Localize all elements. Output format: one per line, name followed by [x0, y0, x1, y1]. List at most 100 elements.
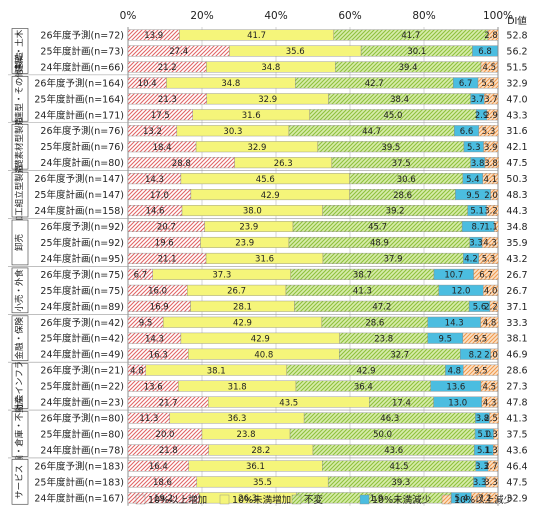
- data-label: 3.2: [484, 207, 498, 217]
- group-label-box: [11, 76, 29, 122]
- data-label: 5.3: [467, 143, 481, 153]
- group-label: 社会インフラ: [14, 361, 25, 412]
- data-label: 3.7: [471, 95, 485, 105]
- row-label: 24年度計画(n=158): [34, 205, 124, 217]
- data-label: 42.9: [261, 191, 280, 201]
- data-label: 39.5: [381, 143, 400, 153]
- data-label: 23.9: [239, 223, 258, 233]
- data-label: 14.3: [145, 175, 164, 185]
- data-label: 31.6: [242, 111, 261, 121]
- data-label: 50.0: [373, 430, 392, 440]
- data-label: 14.3: [445, 318, 464, 328]
- legend-swatch: [219, 494, 230, 505]
- di-value: 34.8: [506, 222, 527, 233]
- row-label: 25年度計画(n=76): [40, 141, 124, 153]
- data-label: 3.3: [473, 478, 487, 488]
- group-label: 建築・土木: [14, 29, 25, 72]
- bar-segment: [486, 205, 499, 217]
- di-value: 37.5: [506, 429, 527, 440]
- bar-segment: [472, 45, 498, 57]
- di-value: 37.1: [506, 302, 527, 313]
- row-label: 24年度計画(n=89): [40, 301, 124, 313]
- data-label: 2.9: [475, 111, 489, 121]
- data-label: 3.8: [484, 159, 498, 169]
- data-label: 46.3: [380, 414, 399, 424]
- bar-segment: [485, 476, 499, 488]
- data-label: 21.7: [159, 398, 178, 408]
- row-label: 25年度計画(n=42): [40, 333, 124, 345]
- data-label: 4.3: [483, 398, 497, 408]
- data-label: 38.7: [353, 271, 372, 281]
- di-value: 50.3: [506, 174, 527, 185]
- bar-segment: [481, 396, 498, 408]
- group-label-box: [11, 123, 29, 170]
- data-label: 42.9: [233, 318, 252, 328]
- di-value: 52.8: [506, 30, 527, 41]
- di-value: 38.1: [506, 334, 527, 345]
- data-label: 26.7: [227, 287, 246, 297]
- data-label: 34.8: [261, 63, 280, 73]
- data-label: 39.4: [399, 63, 418, 73]
- data-label: 42.9: [251, 334, 270, 344]
- row-label: 26年度予測(n=92): [40, 221, 124, 233]
- data-label: 14.6: [146, 207, 165, 217]
- data-label: 7.2: [478, 494, 492, 504]
- di-value: 26.7: [506, 286, 527, 297]
- group-label: 生活関連型・その他製造: [14, 52, 25, 146]
- data-label: 23.8: [374, 334, 393, 344]
- bar-segment: [478, 125, 499, 137]
- bar-segment: [486, 109, 498, 121]
- legend-label: 10%未満減少: [372, 494, 432, 506]
- legend-label: 10%以上増加: [148, 494, 207, 506]
- data-label: 38.0: [243, 207, 262, 217]
- group-label-box: [11, 219, 29, 266]
- row-label: 25年度計画(n=183): [34, 476, 124, 488]
- legend-label: 10%以上減少: [454, 494, 514, 506]
- data-label: 20.7: [157, 223, 176, 233]
- data-label: 13.0: [448, 398, 467, 408]
- data-label: 6.7: [459, 79, 473, 89]
- data-label: 37.9: [384, 255, 403, 265]
- data-label: 19.6: [155, 239, 174, 249]
- group-label: 小売・外食: [14, 269, 25, 312]
- data-label: 18.4: [153, 143, 172, 153]
- row-label: 24年度計画(n=80): [40, 157, 124, 169]
- legend: 10%以上増加 10%未満増加 不変 10%未満減少 10%以上減少: [135, 494, 514, 506]
- di-header: DI値: [507, 15, 527, 27]
- data-label: 4.8: [130, 366, 144, 376]
- data-label: 32.9: [258, 95, 277, 105]
- group-label: 卸売: [14, 233, 25, 251]
- data-label: 6.7: [134, 271, 148, 281]
- di-value: 47.0: [506, 94, 527, 105]
- data-label: 41.7: [247, 31, 266, 41]
- data-label: 41.9: [364, 494, 383, 504]
- bar-segment: [484, 157, 499, 169]
- x-tick-label: 80%: [412, 10, 435, 22]
- bar-segment: [484, 93, 499, 105]
- row-label: 26年度予測(n=75): [40, 269, 124, 281]
- data-label: 4.5: [483, 63, 497, 73]
- data-label: 38.1: [207, 366, 226, 376]
- group-label: 運輸・倉庫・不動産: [14, 396, 25, 473]
- data-label: 38.4: [390, 95, 409, 105]
- data-label: 16.0: [148, 287, 167, 297]
- data-label: 48.9: [370, 239, 389, 249]
- data-label: 44.7: [362, 127, 381, 137]
- di-value: 42.1: [506, 142, 527, 153]
- data-label: 19.2: [154, 494, 173, 504]
- bar-segment: [480, 380, 498, 392]
- data-label: 2.9: [484, 111, 498, 121]
- bar-segment: [489, 300, 499, 312]
- data-label: 4.0: [484, 287, 498, 297]
- data-label: 13.2: [143, 127, 162, 137]
- data-label: 10.4: [138, 79, 157, 89]
- legend-swatch: [135, 494, 146, 505]
- row-label: 25年度計画(n=164): [34, 93, 124, 105]
- data-label: 4.8: [483, 318, 497, 328]
- bar-segment: [487, 460, 499, 472]
- data-label: 5.3: [482, 255, 496, 265]
- di-value: 43.3: [506, 110, 527, 121]
- data-label: 3.3: [475, 462, 489, 472]
- legend-swatch: [291, 494, 302, 505]
